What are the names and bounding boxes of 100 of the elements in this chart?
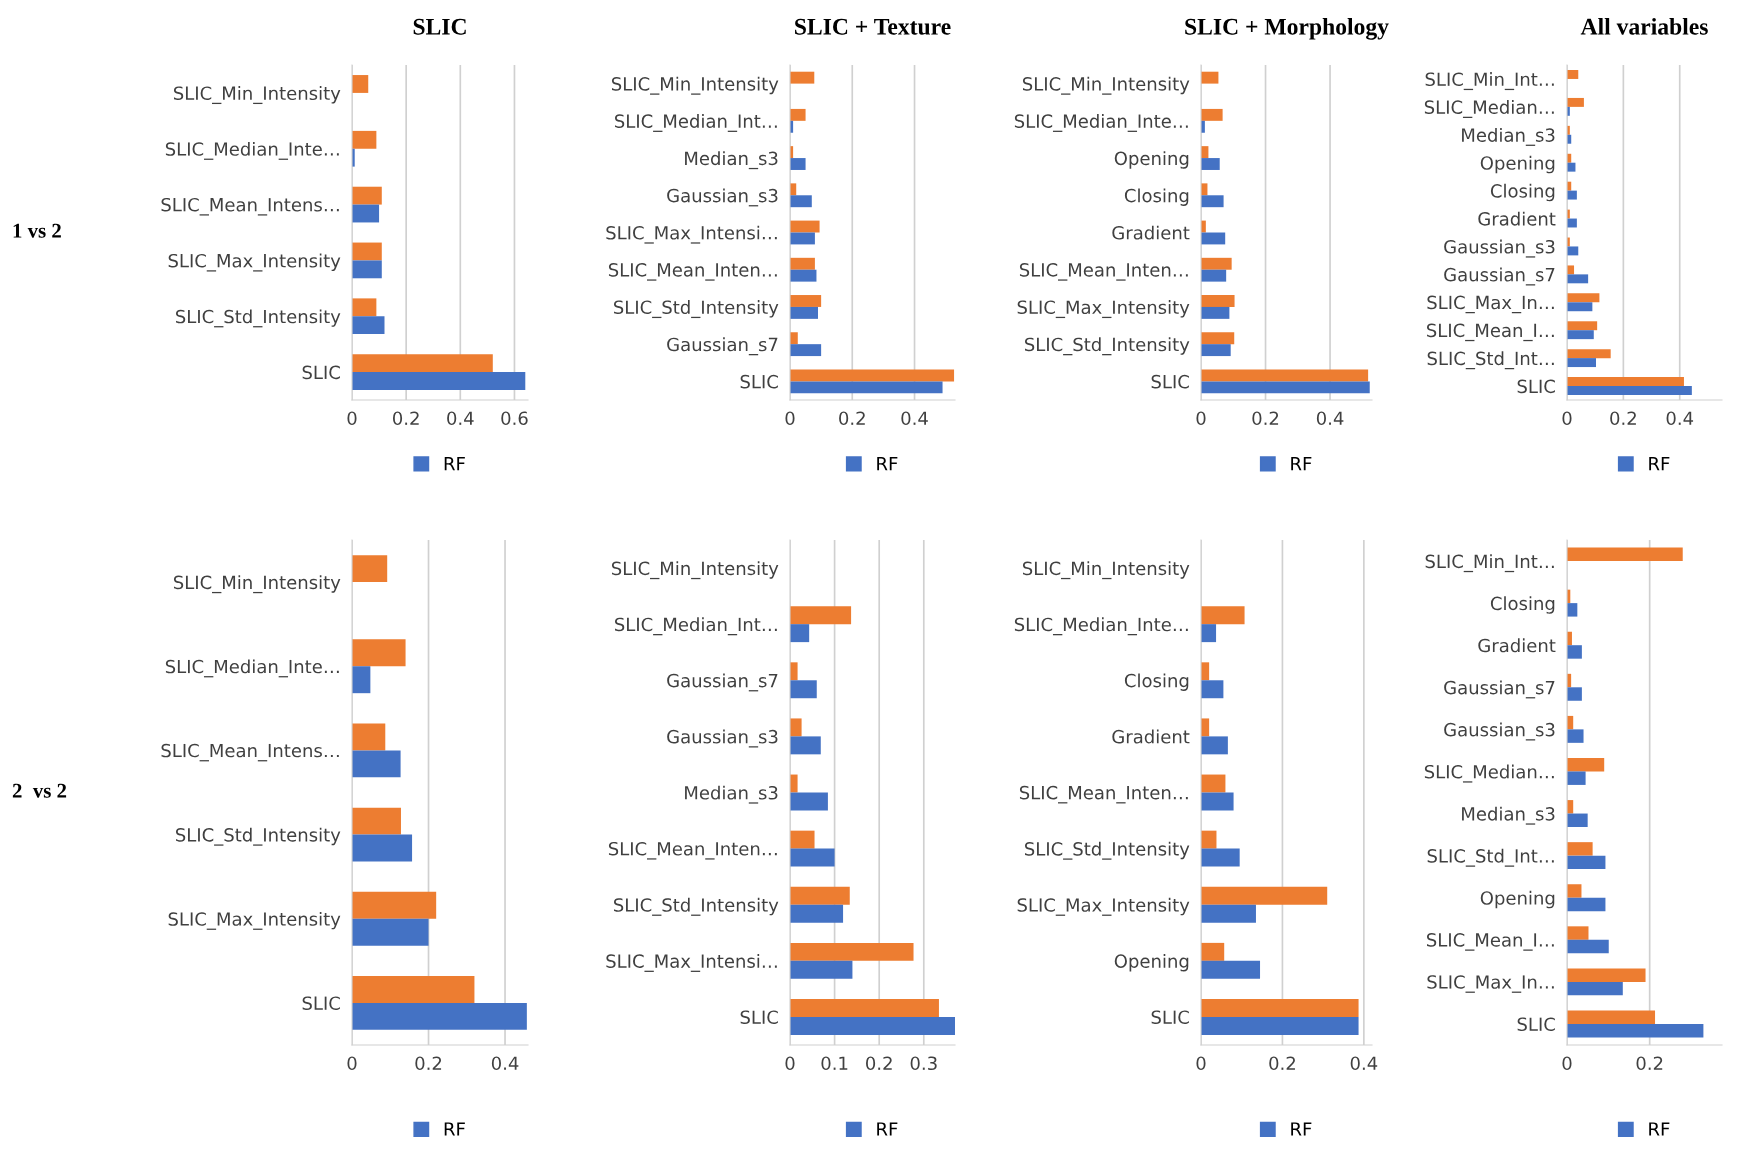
bar — [1201, 108, 1223, 121]
y-tick-label: Gaussian_s3 — [667, 729, 778, 748]
bar — [1201, 774, 1226, 793]
bar — [790, 960, 853, 979]
x-tick-label: 0.2 — [839, 411, 865, 426]
legend-label: RF — [1649, 457, 1670, 471]
bar — [1201, 381, 1370, 394]
bar — [1567, 729, 1584, 743]
bar — [1567, 813, 1588, 828]
bar — [352, 186, 382, 205]
bar — [1567, 897, 1606, 912]
bar — [1567, 645, 1582, 659]
y-tick-label: Gaussian_s7 — [667, 337, 778, 356]
legend-label: RF — [1291, 457, 1312, 471]
bar — [1201, 195, 1224, 208]
bar — [352, 372, 526, 390]
bar — [790, 381, 943, 394]
bar — [790, 332, 798, 345]
legend-label: RF — [877, 1122, 898, 1136]
bar — [1201, 792, 1234, 811]
y-tick-label: SLIC_Mean_Inten… — [608, 841, 777, 860]
bar — [352, 555, 388, 583]
y-tick-label: Gaussian_s7 — [667, 673, 778, 692]
y-tick-label: Gaussian_s3 — [1444, 239, 1555, 258]
x-tick-label: 0.2 — [1252, 411, 1279, 426]
bar — [1201, 830, 1217, 849]
bar — [1201, 942, 1225, 961]
bar — [1567, 330, 1594, 340]
y-tick-label: Opening — [1480, 890, 1555, 909]
bar — [1201, 71, 1219, 84]
x-tick-label: 0.6 — [501, 411, 528, 426]
text: 1 vs 2 — [13, 223, 61, 238]
bar — [352, 723, 386, 751]
bar — [1567, 386, 1692, 395]
x-tick-label: 0.1 — [821, 1056, 848, 1071]
y-tick-label: SLIC — [1151, 1010, 1189, 1025]
x-tick-label: 0.4 — [491, 1056, 519, 1071]
y-tick-label: SLIC_Std_Intensity — [175, 827, 341, 846]
bar — [790, 606, 852, 625]
y-tick-label: SLIC_Min_Intensity — [173, 86, 341, 105]
bar — [1567, 377, 1684, 387]
y-tick-label: SLIC_Mean_Inten… — [1019, 785, 1188, 804]
y-tick-label: SLIC_Mean_Inten… — [1019, 263, 1188, 281]
x-tick-label: 0 — [1196, 411, 1206, 426]
x-tick-label: 0.3 — [910, 1056, 937, 1071]
x-tick-label: 0 — [1196, 1056, 1206, 1071]
bar — [1201, 369, 1369, 382]
y-tick-label: SLIC — [302, 996, 340, 1011]
x-tick-label: 0 — [1562, 411, 1572, 426]
y-tick-label: SLIC_Min_Intensity — [611, 76, 779, 95]
bar — [352, 975, 475, 1003]
bar — [1201, 295, 1235, 307]
x-tick-label: 0.4 — [1350, 1056, 1378, 1071]
y-tick-label: SLIC_Min_Intensity — [173, 575, 341, 594]
text: 2 vs 2 — [12, 783, 67, 798]
legend-label: RF — [444, 457, 465, 471]
bar — [790, 108, 806, 121]
x-tick-label: 0.2 — [866, 1056, 892, 1071]
y-tick-label: SLIC — [1151, 374, 1189, 389]
bar — [1567, 97, 1584, 107]
bar — [790, 344, 822, 357]
bar — [790, 195, 812, 208]
bar — [1201, 998, 1359, 1017]
y-tick-label: SLIC_Max_In… — [1427, 295, 1554, 314]
bar — [790, 998, 939, 1017]
bar — [352, 204, 380, 223]
bar — [790, 662, 798, 681]
x-tick-label: 0.4 — [901, 411, 928, 426]
y-tick-label: SLIC_Median_Inte… — [1014, 113, 1188, 132]
y-tick-label: SLIC_Std_Int… — [1427, 848, 1554, 867]
x-tick-label: 0.4 — [1666, 411, 1694, 426]
bar — [1201, 680, 1224, 699]
bar — [1567, 349, 1611, 359]
y-tick-label: Median_s3 — [685, 785, 778, 804]
bar — [352, 1002, 527, 1030]
y-tick-label: SLIC_Min_Intensity — [611, 561, 779, 580]
bar — [1201, 904, 1256, 923]
bar — [352, 298, 377, 317]
legend-label: RF — [444, 1122, 465, 1136]
chart-title: SLIC — [413, 18, 466, 35]
y-tick-label: SLIC_Max_Intensity — [168, 253, 341, 272]
y-tick-label: Opening — [1480, 155, 1555, 174]
y-tick-label: Median_s3 — [685, 151, 778, 170]
y-tick-label: SLIC_Median_Int… — [614, 617, 777, 636]
y-tick-label: SLIC_Median_Inte… — [165, 659, 339, 678]
bar — [790, 718, 802, 737]
bar — [1201, 960, 1261, 979]
y-tick-label: SLIC_Median_Int… — [614, 113, 777, 132]
y-tick-label: SLIC_Std_Intensity — [613, 300, 779, 319]
bar — [352, 750, 401, 778]
y-tick-label: Gradient — [1112, 729, 1190, 744]
y-tick-label: Median_s3 — [1462, 127, 1555, 146]
bar — [1567, 547, 1683, 562]
y-tick-label: Gradient — [1478, 638, 1556, 653]
bar — [352, 918, 429, 946]
y-tick-label: SLIC_Mean_I… — [1426, 933, 1554, 951]
y-tick-label: SLIC_Median_Inte… — [165, 141, 339, 160]
y-tick-label: SLIC_Min_Int… — [1425, 554, 1554, 573]
y-tick-label: Gaussian_s3 — [667, 188, 778, 207]
y-tick-label: Closing — [1124, 673, 1189, 691]
